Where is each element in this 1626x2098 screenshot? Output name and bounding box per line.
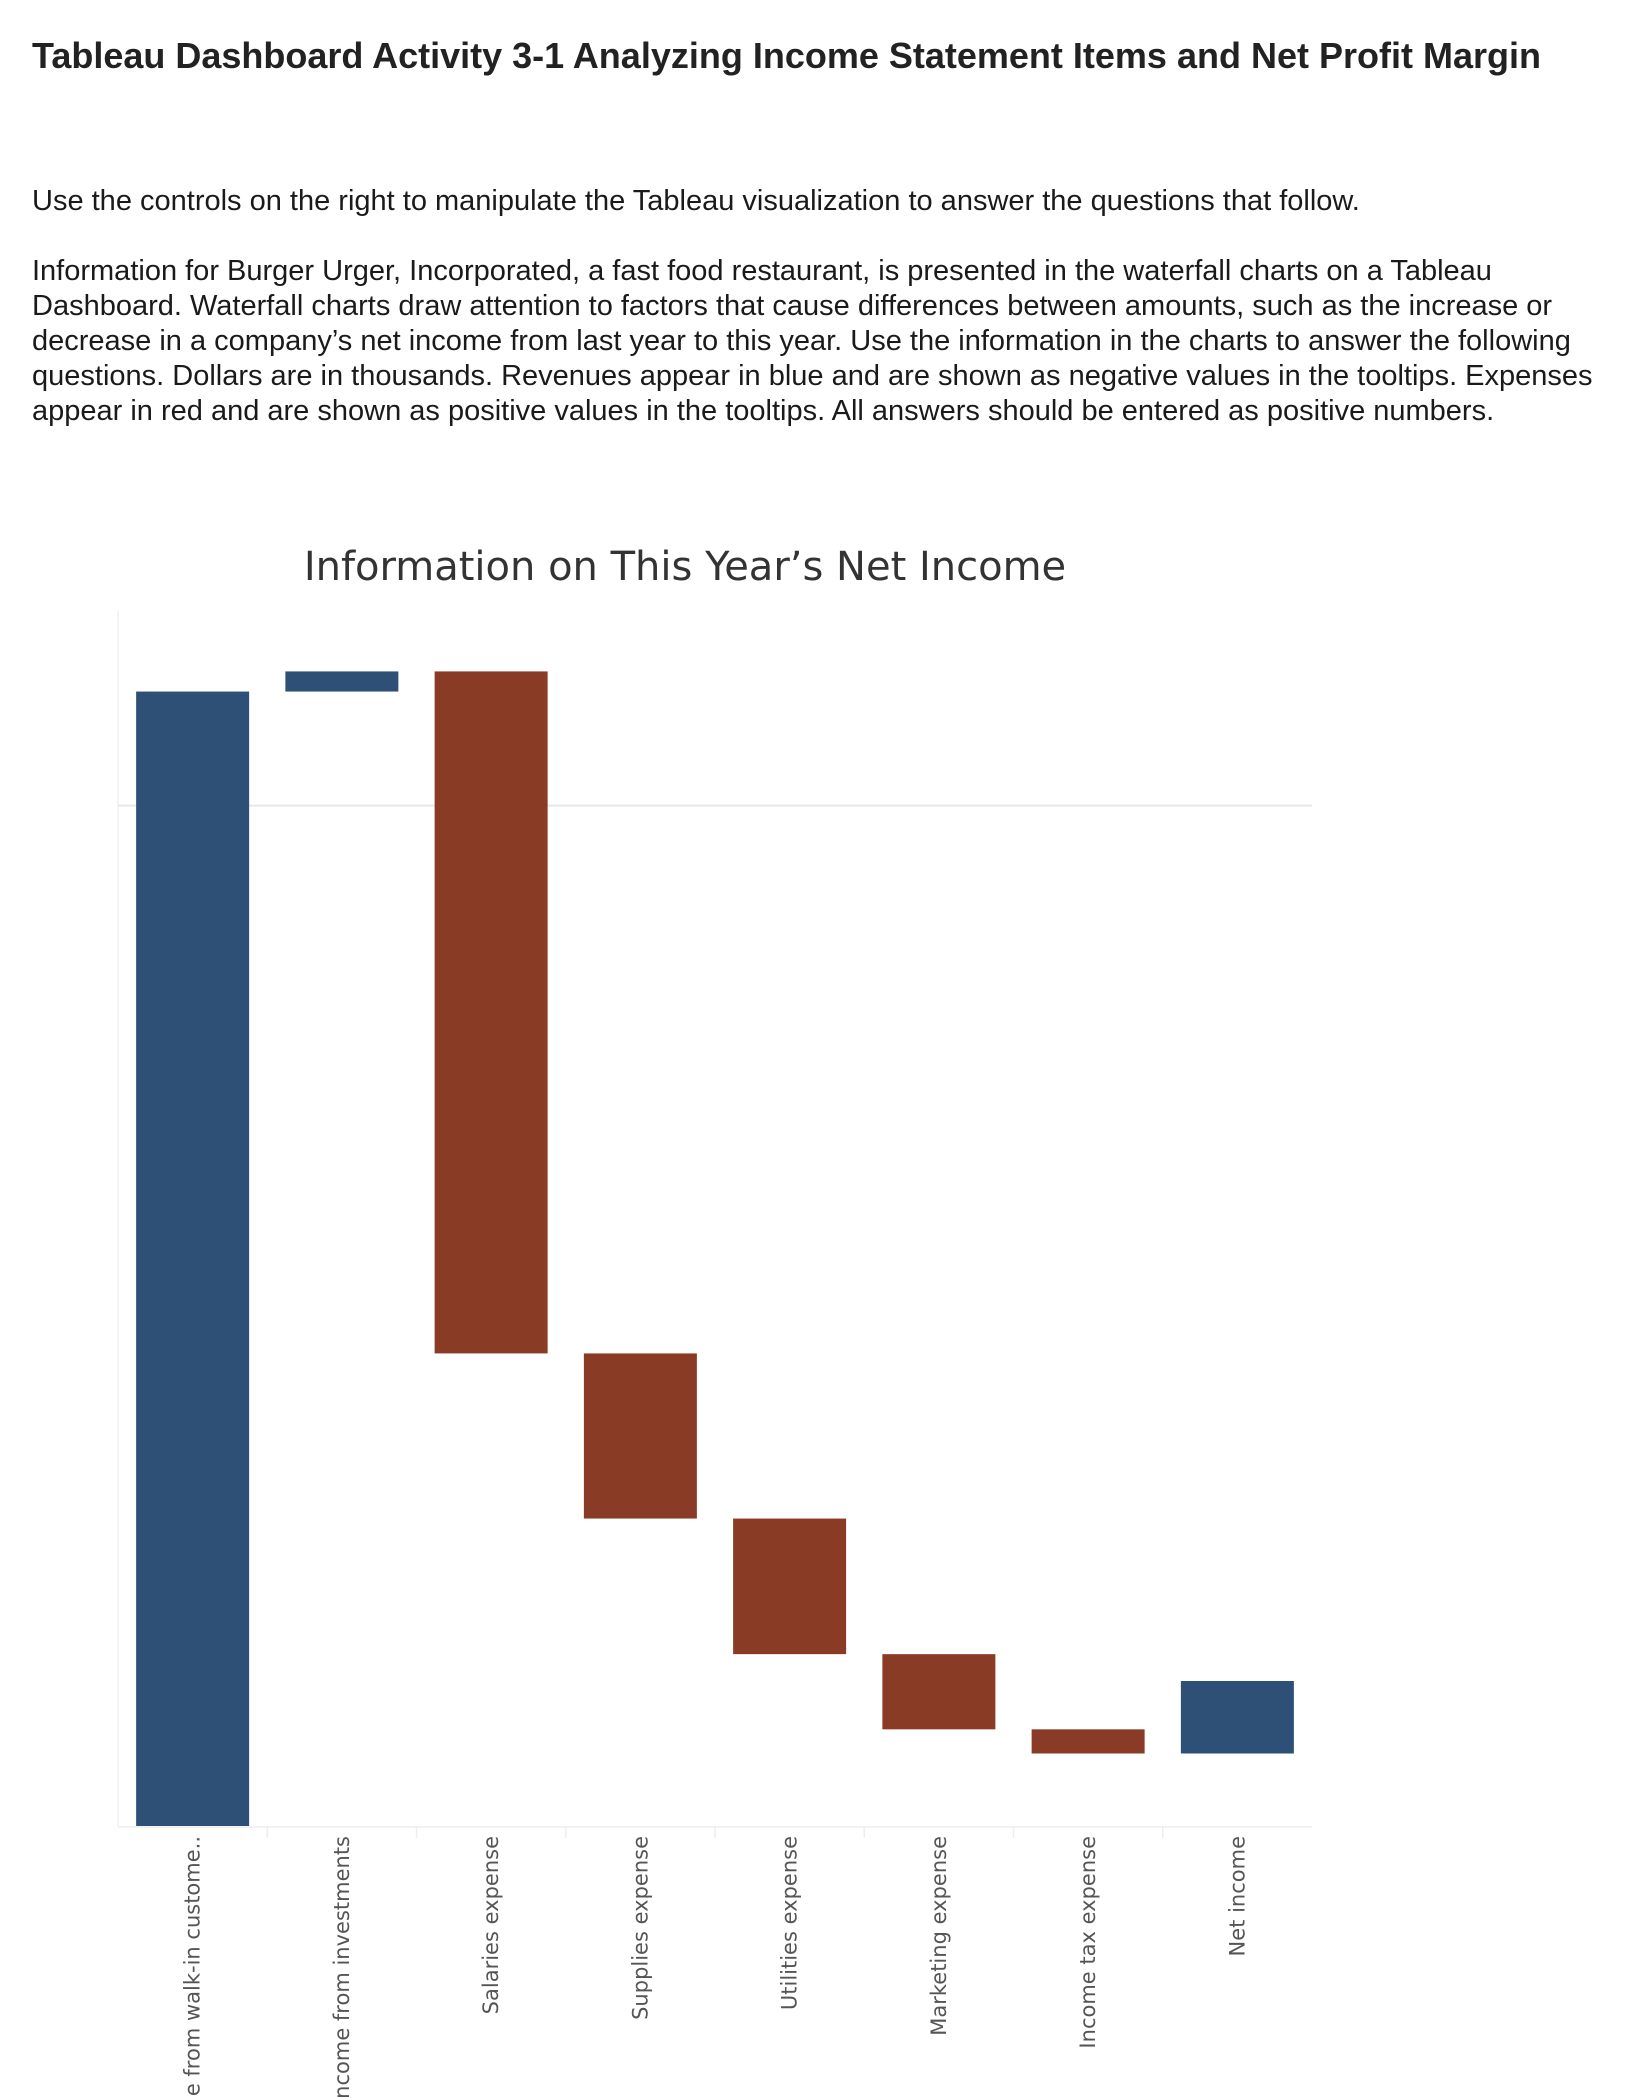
bar-supplies-expense[interactable] bbox=[583, 1353, 697, 1519]
x-tick-label: Revenue from walk-in custome.. bbox=[181, 1836, 205, 2098]
x-tick-label: Net income bbox=[1225, 1836, 1249, 1956]
x-tick-label: Supplies expense bbox=[628, 1836, 652, 2020]
x-tick-label: Salaries expense bbox=[479, 1836, 503, 2014]
bar-salaries-expense[interactable] bbox=[434, 671, 548, 1354]
bar-utilities-expense[interactable] bbox=[733, 1518, 847, 1655]
bar-income-tax-expense[interactable] bbox=[1031, 1729, 1145, 1754]
bar-marketing-expense[interactable] bbox=[882, 1654, 996, 1730]
bar-net-income[interactable] bbox=[1180, 1681, 1294, 1754]
x-tick-label: Utilities expense bbox=[778, 1836, 802, 2010]
bar-income-from-investments[interactable] bbox=[285, 671, 399, 692]
description-text: Information for Burger Urger, Incorporat… bbox=[32, 255, 1593, 427]
x-tick-label: Marketing expense bbox=[927, 1836, 951, 2036]
x-tick-label: Income from investments bbox=[330, 1836, 354, 2098]
chart-title: Information on This Year’s Net Income bbox=[304, 544, 1066, 590]
x-tick-label: Income tax expense bbox=[1076, 1836, 1100, 2049]
page-title: Tableau Dashboard Activity 3-1 Analyzing… bbox=[32, 35, 1541, 76]
bar-revenue-from-walk-in-custome-[interactable] bbox=[136, 691, 250, 1826]
instruction-text: Use the controls on the right to manipul… bbox=[32, 185, 1360, 217]
